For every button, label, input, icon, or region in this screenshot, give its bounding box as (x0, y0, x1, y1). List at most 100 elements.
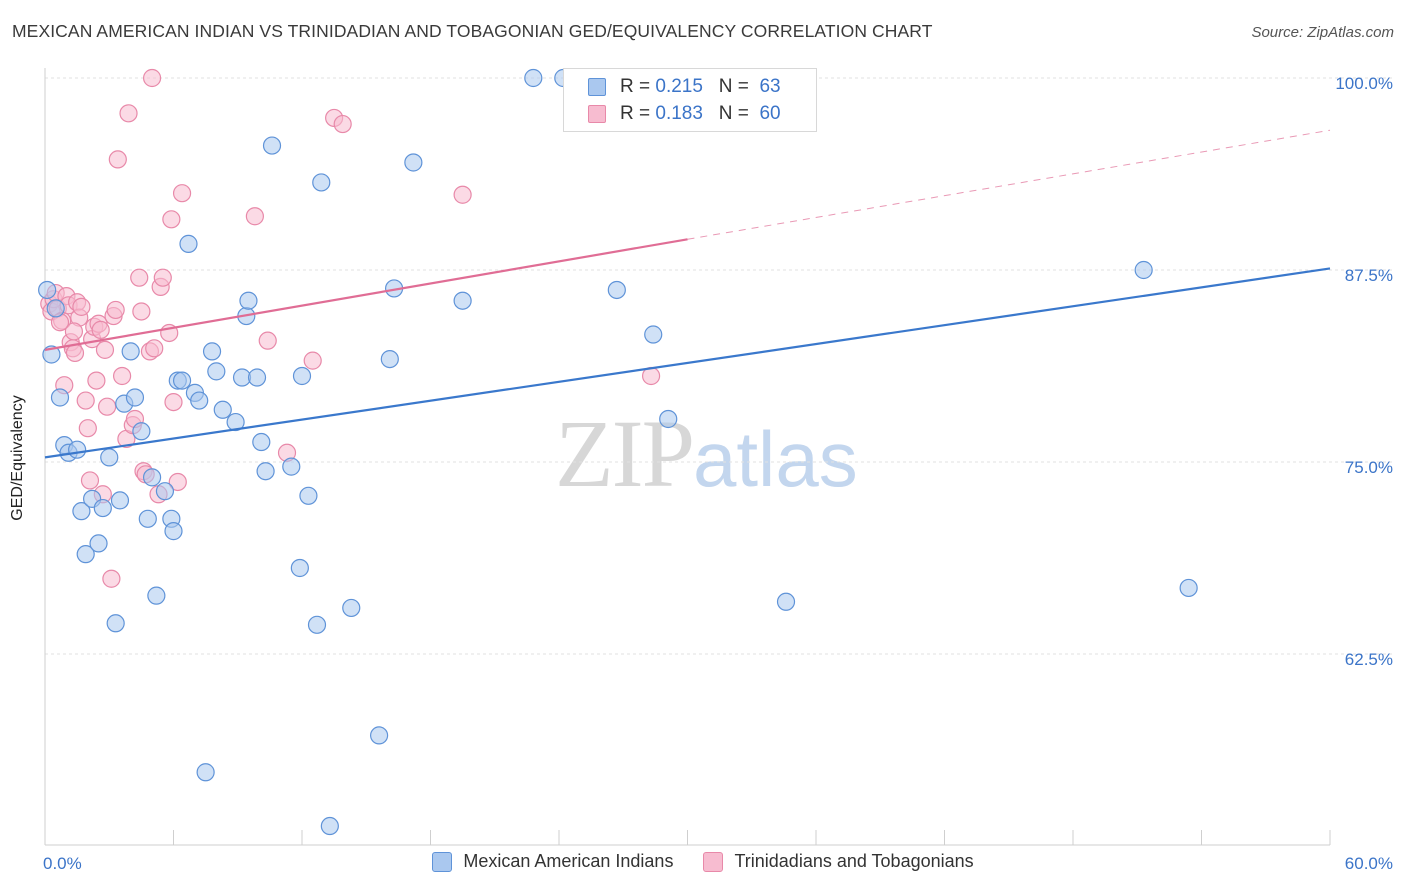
data-point-mexican-american-indians (252, 432, 271, 452)
tick-labels: 62.5% 75.0% 87.5% 100.0% 0.0% 60.0% (43, 74, 1393, 873)
data-point-trinidadians (333, 114, 352, 134)
data-point-mexican-american-indians (226, 412, 245, 432)
data-point-trinidadians (172, 184, 192, 203)
data-point-trinidadians (162, 210, 181, 229)
data-point-mexican-american-indians (50, 388, 70, 407)
data-point-trinidadians (132, 302, 151, 321)
axes (44, 68, 1331, 846)
data-point-mexican-american-indians (147, 586, 166, 605)
data-point-trinidadians (76, 391, 95, 410)
data-point-mexican-american-indians (72, 502, 91, 521)
data-point-trinidadians (102, 569, 121, 588)
data-point-mexican-american-indians (164, 522, 183, 541)
data-point-mexican-american-indians (93, 498, 112, 518)
data-point-mexican-american-indians (121, 342, 140, 361)
legend-item-trinidadians: Trinidadians and Tobagonians (703, 851, 974, 872)
data-point-mexican-american-indians (404, 153, 423, 172)
r-value: 0.215 (655, 76, 703, 97)
trend-line-trinidadians-extension (687, 129, 1331, 240)
data-point-trinidadians (106, 300, 125, 320)
data-point-trinidadians (95, 340, 115, 359)
data-point-mexican-american-indians (207, 362, 226, 381)
r-label: R = (620, 76, 651, 97)
data-point-trinidadians (119, 104, 138, 123)
data-point-mexican-american-indians (453, 291, 472, 310)
data-point-trinidadians (130, 268, 149, 287)
data-point-trinidadians (80, 471, 100, 490)
data-point-mexican-american-indians (607, 280, 626, 300)
series-trinidadians-points (40, 68, 661, 588)
data-point-mexican-american-indians (776, 592, 796, 611)
data-point-mexican-american-indians (106, 614, 125, 633)
data-point-mexican-american-indians (659, 409, 678, 429)
data-point-mexican-american-indians (190, 391, 209, 410)
data-point-trinidadians (303, 351, 322, 370)
data-point-trinidadians (168, 472, 187, 492)
data-point-mexican-american-indians (290, 558, 309, 578)
data-point-mexican-american-indians (46, 299, 65, 318)
series-legend: Mexican American Indians Trinidadians an… (0, 851, 1406, 872)
data-point-trinidadians (78, 419, 97, 438)
data-point-mexican-american-indians (292, 366, 312, 386)
stats-legend-row-blue: R = 0.215 N = 63 (588, 74, 781, 100)
data-point-mexican-american-indians (307, 615, 327, 634)
legend-swatch-blue (432, 851, 453, 872)
data-point-mexican-american-indians (239, 291, 258, 310)
r-value: 0.183 (655, 103, 703, 124)
data-point-mexican-american-indians (155, 482, 175, 501)
data-point-mexican-american-indians (100, 448, 119, 467)
stats-legend-row-pink: R = 0.183 N = 60 (588, 101, 781, 127)
data-point-mexican-american-indians (644, 325, 663, 344)
data-point-trinidadians (153, 268, 172, 287)
data-point-trinidadians (142, 68, 162, 88)
data-point-mexican-american-indians (320, 816, 339, 836)
data-point-mexican-american-indians (76, 545, 95, 564)
x-tick-label: 60.0% (1345, 854, 1393, 873)
data-point-mexican-american-indians (524, 68, 543, 88)
n-label: N = (718, 103, 749, 124)
data-point-mexican-american-indians (68, 440, 87, 459)
data-point-mexican-american-indians (196, 763, 215, 782)
x-tick-label: 0.0% (43, 854, 82, 873)
data-point-mexican-american-indians (342, 598, 361, 618)
data-point-mexican-american-indians (142, 468, 162, 487)
pink-swatch (588, 105, 606, 123)
data-point-trinidadians (258, 331, 277, 350)
source-credit: Source: ZipAtlas.com (1251, 24, 1394, 41)
data-point-trinidadians (72, 297, 91, 316)
data-point-mexican-american-indians (262, 136, 282, 155)
trend-line-trinidadians (44, 238, 688, 351)
legend-label: Mexican American Indians (463, 851, 674, 871)
trend-lines (44, 129, 1331, 459)
r-label: R = (620, 103, 651, 124)
data-point-mexican-american-indians (370, 726, 389, 745)
data-point-trinidadians (64, 322, 84, 341)
data-point-mexican-american-indians (213, 400, 232, 419)
data-point-trinidadians (108, 150, 127, 169)
data-point-trinidadians (453, 185, 472, 204)
blue-swatch (588, 78, 606, 96)
data-point-mexican-american-indians (247, 368, 267, 387)
data-point-trinidadians (112, 366, 132, 386)
y-tick-label: 75.0% (1345, 458, 1393, 477)
legend-swatch-pink (703, 851, 724, 872)
data-point-trinidadians (98, 397, 117, 416)
data-point-mexican-american-indians (312, 173, 331, 192)
trend-line-mexican-american-indians (44, 267, 1331, 459)
n-label: N = (718, 76, 749, 97)
data-point-mexican-american-indians (110, 491, 130, 510)
data-point-mexican-american-indians (89, 534, 108, 553)
data-point-trinidadians (245, 207, 264, 226)
data-point-mexican-american-indians (172, 371, 192, 390)
grid-lines (45, 77, 1395, 655)
y-tick-label: 62.5% (1345, 650, 1393, 669)
y-tick-label: 87.5% (1345, 266, 1393, 285)
legend-item-mexican-american-indians: Mexican American Indians (432, 851, 673, 872)
data-point-trinidadians (145, 339, 164, 358)
watermark-atlas: atlas (693, 415, 858, 503)
n-value: 60 (759, 103, 781, 124)
data-point-mexican-american-indians (299, 486, 318, 505)
data-point-mexican-american-indians (138, 509, 157, 528)
legend-label: Trinidadians and Tobagonians (734, 851, 974, 871)
